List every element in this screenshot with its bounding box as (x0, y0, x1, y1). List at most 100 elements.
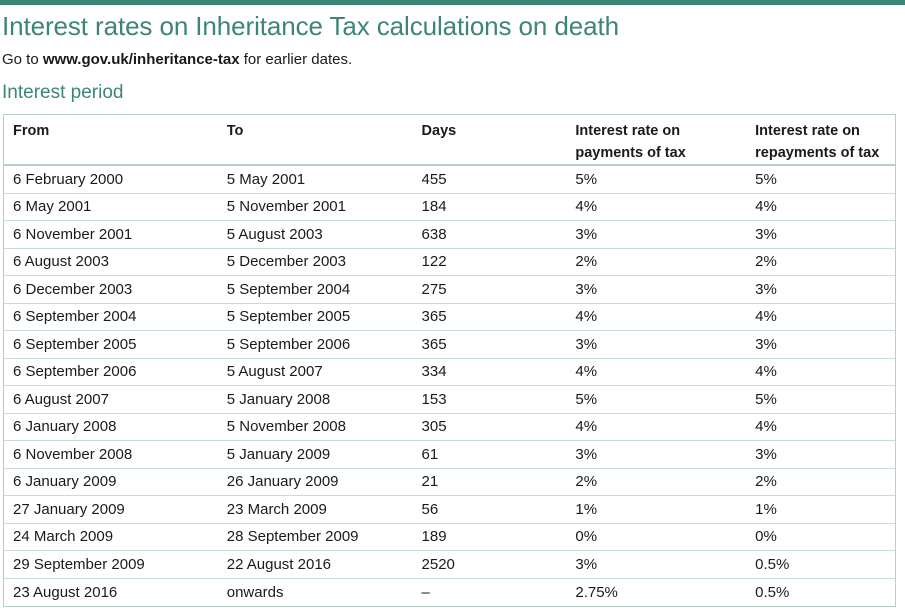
cell-from: 24 March 2009 (13, 528, 114, 546)
cell-to: 26 January 2009 (226, 473, 339, 491)
cell-repayments-rate: 4% (755, 308, 777, 326)
inheritance-tax-link[interactable]: www.gov.uk/inheritance-tax (42, 51, 240, 68)
header-payments-line1: Interest rate on (575, 123, 681, 139)
cell-payments-rate: 4% (575, 198, 598, 216)
cell-days: 184 (421, 198, 447, 216)
cell-to: 5 August 2007 (226, 363, 323, 381)
cell-from: 23 August 2016 (13, 583, 118, 601)
cell-days: 638 (421, 225, 447, 243)
table-row: 6 August 2007 5 January 2008 153 5% 5% (4, 386, 895, 414)
cell-repayments-rate: 0% (755, 528, 777, 546)
header-from: From (13, 123, 50, 139)
header-repayments-line2: repayments of tax (755, 145, 880, 161)
subtitle-suffix: for earlier dates. (239, 51, 353, 68)
cell-from: 6 November 2001 (13, 225, 133, 243)
cell-from: 27 January 2009 (13, 500, 125, 518)
page-title: Interest rates on Inheritance Tax calcul… (2, 11, 619, 41)
cell-payments-rate: 5% (575, 390, 598, 408)
cell-from: 6 August 2003 (13, 253, 109, 271)
table-row: 6 August 2003 5 December 2003 122 2% 2% (4, 249, 895, 276)
cell-repayments-rate: 5% (755, 170, 777, 188)
table-row: 27 January 2009 23 March 2009 56 1% 1% (4, 496, 895, 524)
cell-payments-rate: 2% (575, 253, 598, 271)
table-row: 6 December 2003 5 September 2004 275 3% 3% (4, 276, 895, 304)
cell-days: 305 (421, 418, 447, 436)
table-row: 6 November 2008 5 January 2009 61 3% 3% (4, 441, 895, 469)
cell-payments-rate: 2% (575, 473, 598, 491)
cell-to: 5 November 2001 (226, 198, 346, 216)
cell-to: 28 September 2009 (226, 528, 359, 546)
cell-from: 6 February 2000 (13, 170, 124, 188)
cell-to: 5 August 2003 (226, 225, 323, 243)
table-body: 6 February 2000 5 May 2001 455 5% 5% 6 May 20… (4, 166, 895, 606)
table-row: 23 August 2016 onwards – 2.75% 0.5% (4, 579, 895, 607)
cell-from: 6 November 2008 (13, 445, 133, 463)
cell-repayments-rate: 3% (755, 225, 777, 243)
cell-to: 5 September 2006 (226, 335, 351, 353)
cell-payments-rate: 4% (575, 308, 598, 326)
cell-to: 5 November 2008 (226, 418, 346, 436)
cell-from: 6 January 2009 (13, 473, 117, 491)
cell-days: 122 (421, 253, 447, 271)
cell-from: 29 September 2009 (13, 555, 145, 573)
cell-repayments-rate: 3% (755, 445, 777, 463)
cell-to: 5 May 2001 (226, 170, 306, 188)
table-header-row: From To Days Interest rate on payments o… (4, 115, 895, 166)
cell-repayments-rate: 3% (755, 335, 777, 353)
cell-repayments-rate: 5% (755, 390, 777, 408)
cell-repayments-rate: 2% (755, 253, 777, 271)
cell-days: 61 (421, 445, 439, 463)
cell-payments-rate: 5% (575, 170, 598, 188)
cell-to: 5 January 2008 (226, 390, 331, 408)
table-row: 29 September 2009 22 August 2016 2520 3% 0.5… (4, 551, 895, 579)
cell-payments-rate: 2.75% (575, 583, 618, 601)
cell-from: 6 May 2001 (13, 198, 92, 216)
cell-repayments-rate: 2% (755, 473, 777, 491)
section-heading: Interest period (2, 82, 124, 103)
header-days: Days (421, 123, 457, 139)
cell-to: 5 January 2009 (226, 445, 331, 463)
top-accent-bar (0, 0, 905, 5)
cell-payments-rate: 3% (575, 445, 598, 463)
header-repayments: Interest rate on repayments of tax (755, 120, 895, 164)
cell-to: 22 August 2016 (226, 555, 332, 573)
cell-days: 21 (421, 473, 439, 491)
cell-repayments-rate: 4% (755, 418, 777, 436)
cell-from: 6 September 2004 (13, 308, 137, 326)
subtitle: Go to www.gov.uk/inheritance-tax for ear… (2, 51, 352, 68)
cell-payments-rate: 3% (575, 555, 598, 573)
cell-payments-rate: 1% (575, 500, 598, 518)
cell-to: 5 December 2003 (226, 253, 346, 271)
cell-days: 365 (421, 308, 447, 326)
table-row: 6 September 2005 5 September 2006 365 3% 3% (4, 331, 895, 359)
table-row: 6 September 2006 5 August 2007 334 4% 4% (4, 359, 895, 386)
cell-days: 56 (421, 500, 439, 518)
cell-repayments-rate: 0.5% (755, 583, 790, 601)
subtitle-prefix: Go to (2, 51, 43, 68)
cell-repayments-rate: 0.5% (755, 555, 790, 573)
cell-from: 6 August 2007 (13, 390, 109, 408)
table-row: 6 January 2008 5 November 2008 305 4% 4% (4, 414, 895, 441)
cell-repayments-rate: 4% (755, 198, 777, 216)
cell-days: 365 (421, 335, 447, 353)
cell-days: – (421, 583, 430, 601)
header-to: To (226, 123, 244, 139)
table-row: 24 March 2009 28 September 2009 189 0% 0% (4, 524, 895, 551)
table-row: 6 September 2004 5 September 2005 365 4% 4% (4, 304, 895, 331)
cell-days: 455 (421, 170, 447, 188)
cell-repayments-rate: 3% (755, 280, 777, 298)
cell-payments-rate: 4% (575, 363, 598, 381)
table-row: 6 February 2000 5 May 2001 455 5% 5% (4, 166, 895, 194)
cell-from: 6 September 2005 (13, 335, 137, 353)
cell-payments-rate: 3% (575, 225, 598, 243)
cell-payments-rate: 3% (575, 335, 598, 353)
cell-from: 6 December 2003 (13, 280, 133, 298)
cell-payments-rate: 3% (575, 280, 598, 298)
table-row: 6 January 2009 26 January 2009 21 2% 2% (4, 469, 895, 496)
cell-days: 189 (421, 528, 447, 546)
cell-days: 334 (421, 363, 447, 381)
cell-days: 153 (421, 390, 447, 408)
cell-to: 23 March 2009 (226, 500, 327, 518)
cell-repayments-rate: 4% (755, 363, 777, 381)
cell-days: 2520 (421, 555, 455, 573)
